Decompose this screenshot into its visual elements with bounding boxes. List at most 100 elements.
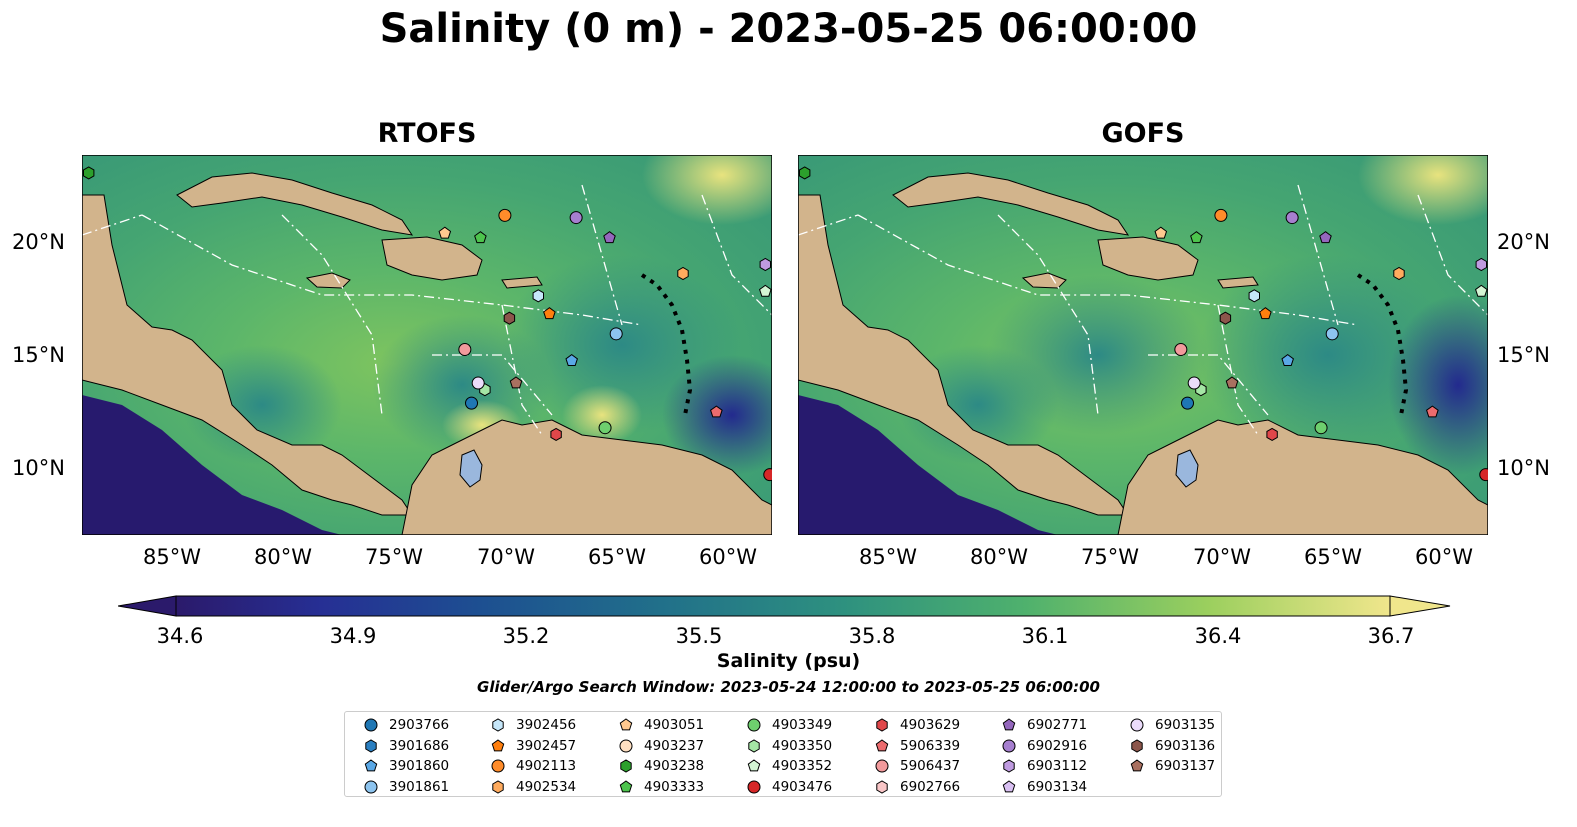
legend-item-3901860: 3901860 — [363, 756, 449, 776]
legend-label: 6903134 — [1027, 778, 1088, 795]
colorbar-tick: 36.7 — [1367, 624, 1415, 648]
legend-item-3901861: 3901861 — [363, 777, 449, 797]
legend-item-3902456: 3902456 — [490, 715, 576, 735]
legend-marker-4903350 — [748, 738, 760, 753]
legend-marker-6903135 — [1130, 718, 1144, 732]
panel-title-gofs: GOFS — [1101, 118, 1185, 149]
legend-item-4902113: 4902113 — [490, 756, 576, 776]
map-rtofs-canvas — [82, 155, 772, 535]
legend-marker-6902771 — [1002, 718, 1016, 731]
legend-item-6903112: 6903112 — [1001, 756, 1087, 776]
float-marker-6903112 — [759, 257, 771, 272]
colorbar-tick: 35.2 — [502, 624, 550, 648]
legend-item-4903476: 4903476 — [746, 777, 832, 797]
legend-label: 3902456 — [516, 717, 577, 733]
legend-item-6903137: 6903137 — [1129, 756, 1215, 776]
legend-marker-3902456 — [492, 718, 504, 732]
float-marker-4903333 — [1190, 231, 1203, 244]
float-marker-5906339 — [710, 405, 723, 418]
float-marker-3902457 — [1259, 307, 1272, 320]
lon-label-75w-rtofs: 75°W — [365, 545, 423, 569]
legend-item-4903237: 4903237 — [618, 736, 704, 756]
legend-item-2903766: 2903766 — [363, 715, 449, 735]
legend-marker-5906437 — [875, 759, 889, 773]
legend-marker-4903476 — [747, 780, 761, 793]
legend-item-4903352: 4903352 — [746, 756, 832, 776]
float-marker-4902534 — [1393, 266, 1405, 281]
float-marker-4902113 — [1214, 208, 1228, 222]
legend-label: 3902457 — [516, 737, 577, 754]
legend-item-6902916: 6902916 — [1001, 736, 1087, 756]
legend-item-5906437: 5906437 — [874, 756, 960, 776]
legend-label: 6902916 — [1027, 737, 1088, 754]
lat-label-10n-right: 10°N — [1497, 456, 1550, 480]
search-window-text: Glider/Argo Search Window: 2023-05-24 12… — [477, 678, 1100, 696]
float-marker-4903238 — [83, 166, 95, 180]
float-marker-4903629 — [1266, 427, 1278, 441]
float-marker-4903051 — [438, 226, 452, 239]
float-marker-6902771 — [1319, 231, 1332, 244]
figure-title: Salinity (0 m) - 2023-05-25 06:00:00 — [379, 6, 1198, 52]
lat-label-15n-left: 15°N — [12, 343, 65, 367]
legend-item-6902771: 6902771 — [1001, 715, 1087, 735]
float-marker-6903136 — [503, 311, 516, 325]
float-marker-3901860 — [1281, 353, 1294, 366]
lat-label-10n-left: 10°N — [12, 456, 65, 480]
legend-label: 5906437 — [900, 758, 961, 774]
legend-item-6903136: 6903136 — [1129, 736, 1215, 756]
legend-label: 4903333 — [644, 778, 705, 795]
float-marker-3901861 — [609, 327, 623, 341]
legend-item-3902457: 3902457 — [490, 736, 576, 756]
lon-label-60w-gofs: 60°W — [1415, 545, 1473, 569]
legend-label: 4903349 — [772, 717, 833, 733]
legend-item-6903135: 6903135 — [1129, 715, 1215, 735]
float-marker-3901860 — [565, 353, 578, 366]
legend-marker-4903349 — [747, 718, 761, 732]
colorbar-tick: 34.9 — [329, 624, 377, 648]
legend-label: 4903352 — [772, 758, 833, 774]
float-marker-6903137 — [509, 376, 523, 389]
lon-label-65w-rtofs: 65°W — [588, 545, 646, 569]
legend-label: 4903051 — [644, 717, 705, 733]
legend-item-6903134: 6903134 — [1001, 777, 1087, 797]
legend-marker-4903237 — [619, 739, 633, 752]
panel-title-rtofs: RTOFS — [377, 118, 477, 149]
map-rtofs — [82, 155, 772, 535]
float-marker-6902771 — [603, 231, 616, 244]
legend-label: 6903136 — [1155, 737, 1216, 754]
colorbar-tick: 34.6 — [156, 624, 204, 648]
float-marker-4903352 — [1475, 284, 1488, 297]
float-marker-5906339 — [1426, 405, 1439, 418]
lon-label-70w-gofs: 70°W — [1193, 545, 1251, 569]
legend-marker-6903112 — [1003, 759, 1015, 773]
legend-item-5906339: 5906339 — [874, 736, 960, 756]
legend-marker-6903134 — [1002, 779, 1016, 792]
float-marker-4903476 — [1479, 468, 1488, 482]
map-gofs-canvas — [798, 155, 1488, 535]
colorbar — [118, 595, 1451, 617]
float-marker-4903349 — [1314, 421, 1328, 435]
lat-label-20n-left: 20°N — [12, 230, 65, 254]
colorbar-tick: 36.4 — [1194, 624, 1242, 648]
legend-label: 4902113 — [516, 758, 577, 774]
lon-label-75w-gofs: 75°W — [1081, 545, 1139, 569]
lon-label-85w-rtofs: 85°W — [143, 545, 201, 569]
float-marker-4903349 — [598, 421, 612, 435]
legend-label: 3901861 — [389, 778, 450, 795]
float-marker-3902457 — [543, 307, 556, 320]
legend-item-6902766: 6902766 — [874, 777, 960, 797]
lon-label-65w-gofs: 65°W — [1304, 545, 1362, 569]
legend-item-4903333: 4903333 — [618, 777, 704, 797]
float-marker-6903135 — [1187, 376, 1201, 390]
legend-marker-3901861 — [364, 780, 378, 793]
legend-marker-4903051 — [619, 718, 633, 731]
legend-marker-2903766 — [364, 718, 378, 732]
lon-label-70w-rtofs: 70°W — [477, 545, 535, 569]
float-marker-5906437 — [1174, 342, 1188, 356]
legend-item-4903350: 4903350 — [746, 736, 832, 756]
legend-label: 4903237 — [644, 737, 705, 754]
lat-label-20n-right: 20°N — [1497, 230, 1550, 254]
float-marker-4903333 — [474, 231, 487, 244]
float-marker-4902113 — [498, 208, 512, 222]
float-marker-6903135 — [471, 376, 485, 390]
